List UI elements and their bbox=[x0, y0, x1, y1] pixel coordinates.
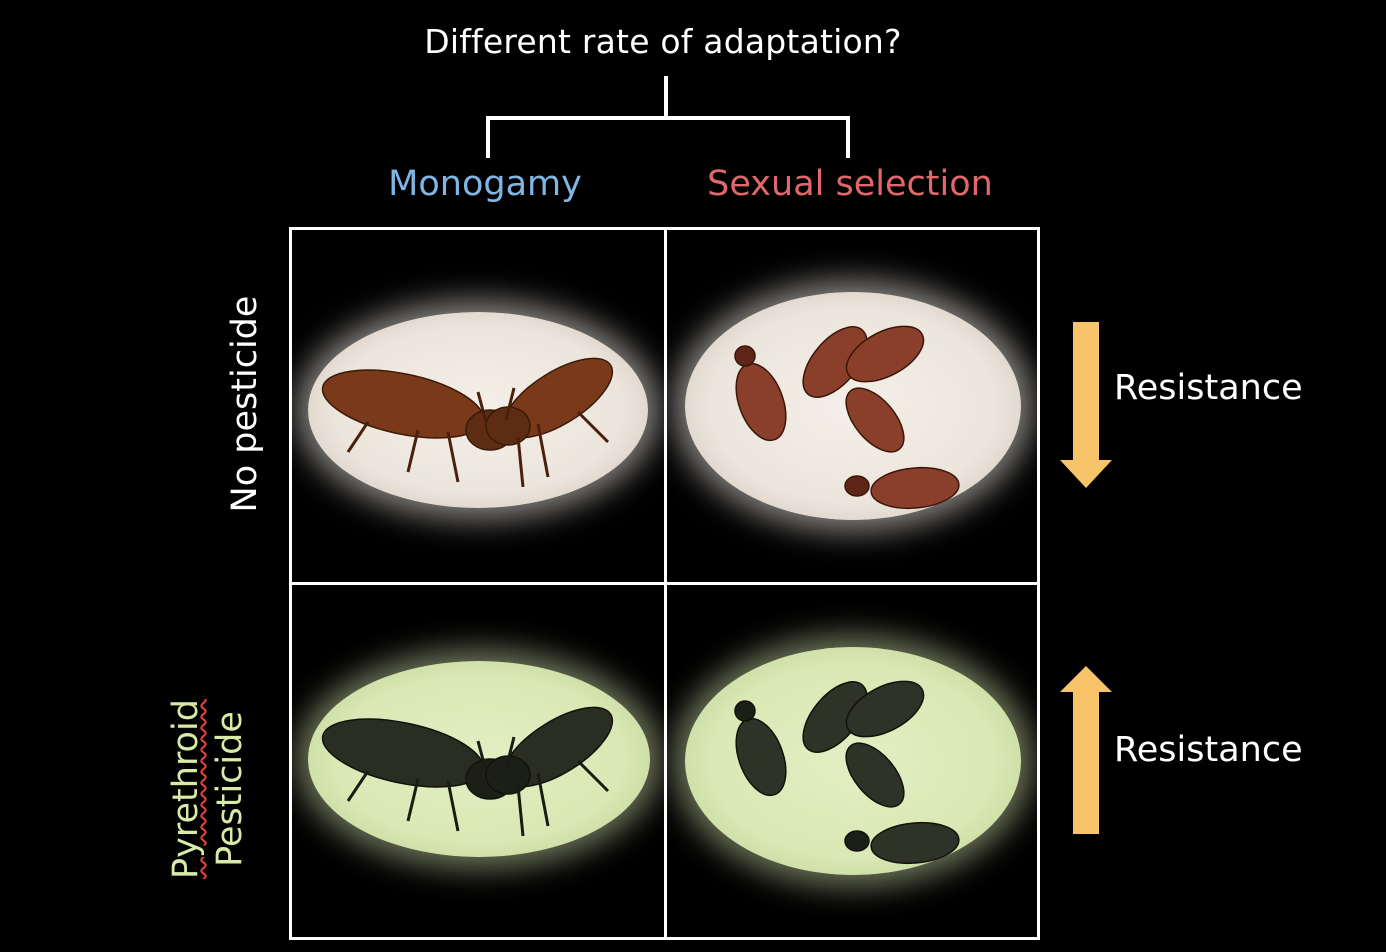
cell-sexual-selection-no-pesticide bbox=[667, 230, 1037, 582]
cell-sexual-selection-pesticide bbox=[667, 585, 1037, 937]
pesticide-label: Pesticide bbox=[210, 711, 250, 867]
column-header-sexual-selection: Sexual selection bbox=[707, 164, 993, 204]
arrow-down-icon bbox=[1060, 322, 1112, 488]
beetle-group-icon bbox=[734, 680, 960, 865]
row-header-no-pesticide: No pesticide bbox=[225, 295, 265, 513]
column-header-monogamy: Monogamy bbox=[388, 164, 582, 204]
photo-monogamy-pesticide bbox=[308, 661, 650, 857]
beetle-pair-icon bbox=[321, 706, 614, 837]
beetle-group-icon bbox=[734, 325, 960, 510]
cell-monogamy-no-pesticide bbox=[292, 230, 664, 582]
arrow-up-icon bbox=[1060, 666, 1112, 834]
beetle-pair-icon bbox=[321, 357, 614, 488]
diagram-title: Different rate of adaptation? bbox=[424, 22, 902, 61]
cell-monogamy-pesticide bbox=[292, 585, 664, 937]
photo-sexual-selection-no-pesticide bbox=[685, 292, 1021, 520]
row-header-pyrethroid-pesticide: Pyrethroid Pesticide bbox=[164, 669, 256, 909]
pyrethroid-label: Pyrethroid bbox=[166, 699, 206, 879]
experiment-grid bbox=[289, 227, 1040, 940]
resistance-label-bottom: Resistance bbox=[1114, 730, 1303, 770]
resistance-label-top: Resistance bbox=[1114, 368, 1303, 408]
photo-monogamy-no-pesticide bbox=[308, 312, 648, 508]
photo-sexual-selection-pesticide bbox=[685, 647, 1021, 875]
